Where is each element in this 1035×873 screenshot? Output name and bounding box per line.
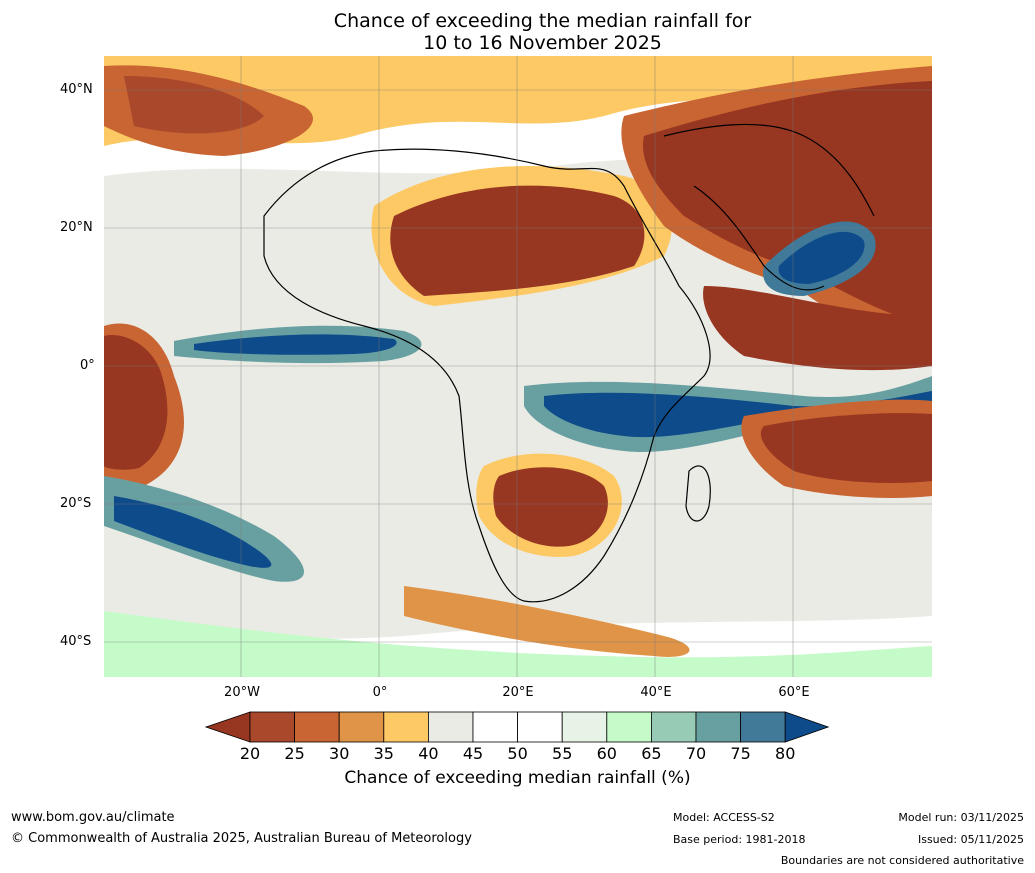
colorbar-tick-label: 65 xyxy=(641,744,662,763)
footer-model: Model: ACCESS-S2 xyxy=(673,811,775,824)
colorbar-segment xyxy=(427,711,474,743)
colorbar xyxy=(205,711,830,743)
colorbar-tick-label: 25 xyxy=(284,744,305,763)
colorbar-tick-label: 30 xyxy=(329,744,350,763)
colorbar-segment xyxy=(383,711,429,743)
colorbar-segment xyxy=(294,711,340,743)
colorbar-tick-label: 55 xyxy=(552,744,573,763)
footer-model-run: Model run: 03/11/2025 xyxy=(898,811,1024,824)
title-line-2: 10 to 16 November 2025 xyxy=(423,32,662,54)
rainfall-probability-shading xyxy=(104,56,932,677)
colorbar-tick-label: 50 xyxy=(507,744,528,763)
colorbar-tick-label: 80 xyxy=(775,744,796,763)
lat-label-40s: 40°S xyxy=(60,634,92,649)
footer-website: www.bom.gov.au/climate xyxy=(11,810,175,825)
colorbar-tick-label: 35 xyxy=(373,744,394,763)
rainfall-map xyxy=(104,56,932,677)
coastlines xyxy=(263,123,875,603)
colorbar-tick-label: 45 xyxy=(462,744,484,763)
lat-label-20s: 20°S xyxy=(60,496,92,511)
colorbar-tick-label: 20 xyxy=(239,744,261,763)
lon-label-20e: 20°E xyxy=(502,685,534,700)
colorbar-tick-label: 60 xyxy=(596,744,617,763)
footer-issued: Issued: 05/11/2025 xyxy=(917,833,1024,846)
colorbar-segment xyxy=(695,711,741,743)
colorbar-tick-label: 75 xyxy=(730,744,751,763)
lon-label-20w: 20°W xyxy=(224,685,260,700)
footer-disclaimer: Boundaries are not considered authoritat… xyxy=(780,854,1024,867)
lat-label-20n: 20°N xyxy=(60,220,93,235)
colorbar-segment xyxy=(472,711,518,743)
colorbar-segment xyxy=(249,711,295,743)
lon-label-60e: 60°E xyxy=(778,685,810,700)
colorbar-segment xyxy=(338,711,385,743)
lon-label-40e: 40°E xyxy=(640,685,672,700)
graticule xyxy=(104,56,932,677)
footer-base-period: Base period: 1981-2018 xyxy=(673,833,806,846)
lat-label-0: 0° xyxy=(80,358,95,373)
colorbar-tick-label: 70 xyxy=(685,744,707,763)
colorbar-segment xyxy=(517,711,563,743)
colorbar-arrow-low xyxy=(205,711,251,743)
colorbar-tick-label: 40 xyxy=(418,744,439,763)
colorbar-segment xyxy=(650,711,697,743)
lon-label-0: 0° xyxy=(372,685,388,700)
colorbar-label: Chance of exceeding median rainfall (%) xyxy=(344,768,691,788)
colorbar-segment xyxy=(606,711,652,743)
colorbar-segment xyxy=(561,711,608,743)
lat-label-40n: 40°N xyxy=(60,82,93,97)
colorbar-segment xyxy=(740,711,786,743)
title-line-1: Chance of exceeding the median rainfall … xyxy=(333,10,752,32)
rainfall-map-svg xyxy=(104,56,932,677)
colorbar-arrow-high xyxy=(784,711,830,743)
map-title: Chance of exceeding the median rainfall … xyxy=(0,10,1035,54)
footer-copyright: © Commonwealth of Australia 2025, Austra… xyxy=(11,831,472,846)
